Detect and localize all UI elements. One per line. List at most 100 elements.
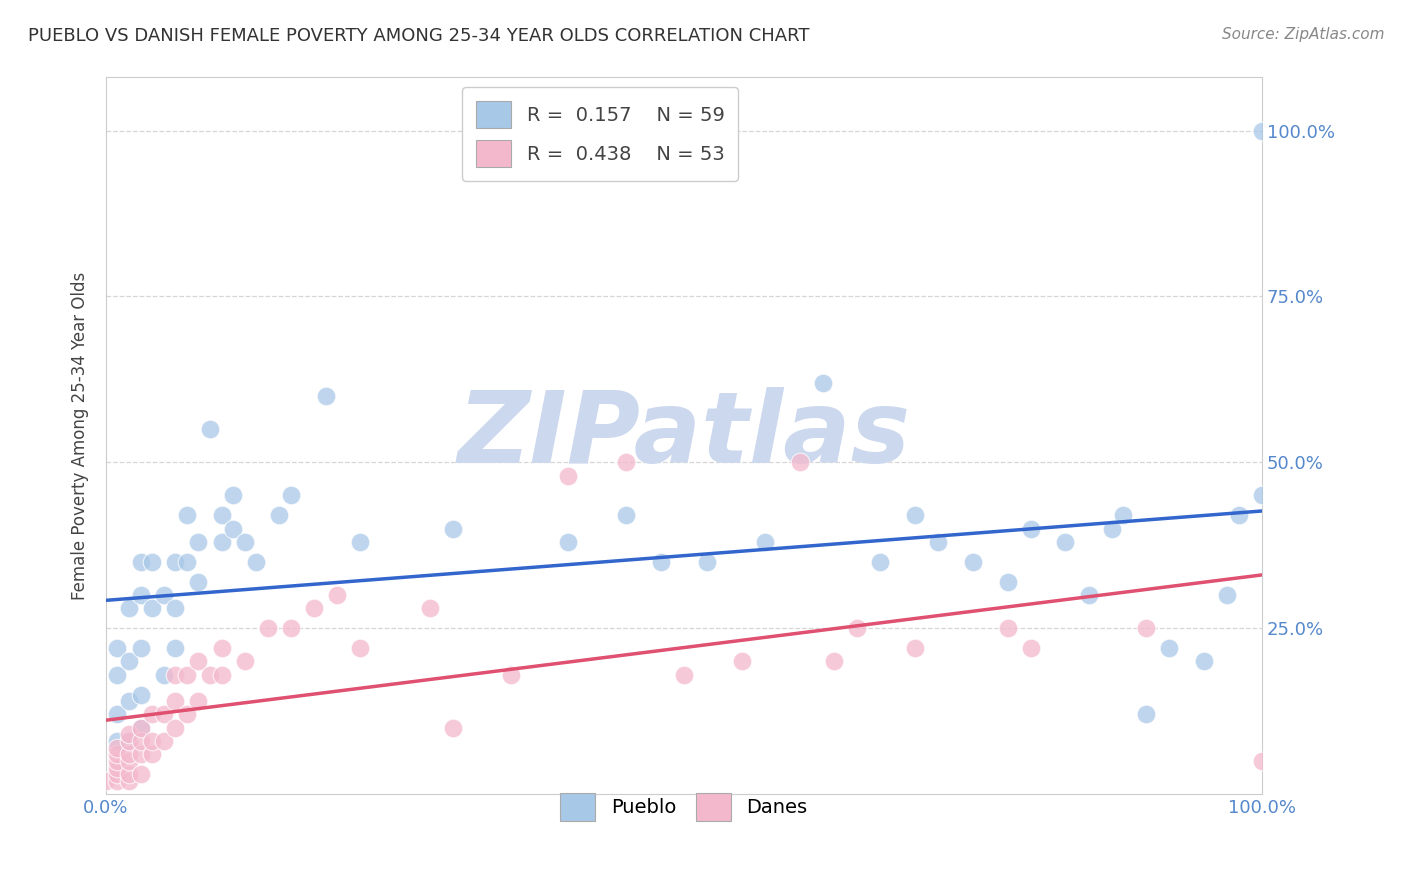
Point xyxy=(1019,522,1042,536)
Point xyxy=(1054,535,1077,549)
Text: Source: ZipAtlas.com: Source: ZipAtlas.com xyxy=(1222,27,1385,42)
Point xyxy=(176,707,198,722)
Point xyxy=(1135,621,1157,635)
Point xyxy=(846,621,869,635)
Point xyxy=(176,555,198,569)
Point xyxy=(141,747,163,762)
Point xyxy=(107,667,129,681)
Point xyxy=(107,754,129,768)
Point xyxy=(152,588,174,602)
Point xyxy=(165,641,187,656)
Point xyxy=(997,574,1019,589)
Point xyxy=(118,767,141,781)
Point xyxy=(222,488,245,502)
Point xyxy=(129,767,152,781)
Point xyxy=(557,535,579,549)
Legend: Pueblo, Danes: Pueblo, Danes xyxy=(547,780,821,835)
Point xyxy=(280,621,302,635)
Point xyxy=(165,667,187,681)
Point xyxy=(997,621,1019,635)
Point xyxy=(118,654,141,668)
Point xyxy=(198,667,221,681)
Point xyxy=(165,694,187,708)
Point xyxy=(441,721,464,735)
Point xyxy=(211,667,233,681)
Point xyxy=(280,488,302,502)
Point xyxy=(1251,488,1274,502)
Point xyxy=(129,555,152,569)
Point xyxy=(419,601,441,615)
Point xyxy=(1251,123,1274,137)
Point xyxy=(1112,508,1135,523)
Point xyxy=(256,621,278,635)
Point xyxy=(118,734,141,748)
Point xyxy=(152,734,174,748)
Point xyxy=(650,555,672,569)
Point xyxy=(118,601,141,615)
Point xyxy=(233,535,256,549)
Point xyxy=(118,694,141,708)
Point xyxy=(1101,522,1123,536)
Point xyxy=(211,535,233,549)
Point xyxy=(1077,588,1099,602)
Point xyxy=(107,767,129,781)
Point xyxy=(129,588,152,602)
Point xyxy=(672,667,695,681)
Point xyxy=(165,721,187,735)
Point xyxy=(315,389,337,403)
Point xyxy=(211,508,233,523)
Point xyxy=(176,508,198,523)
Point xyxy=(927,535,949,549)
Point xyxy=(731,654,754,668)
Point xyxy=(107,641,129,656)
Point xyxy=(118,754,141,768)
Point xyxy=(118,747,141,762)
Point xyxy=(1135,707,1157,722)
Point xyxy=(614,508,637,523)
Point xyxy=(233,654,256,668)
Y-axis label: Female Poverty Among 25-34 Year Olds: Female Poverty Among 25-34 Year Olds xyxy=(72,272,89,599)
Point xyxy=(129,747,152,762)
Point xyxy=(129,721,152,735)
Point xyxy=(107,734,129,748)
Point xyxy=(789,455,811,469)
Point xyxy=(176,667,198,681)
Point xyxy=(557,468,579,483)
Point xyxy=(302,601,325,615)
Point xyxy=(962,555,984,569)
Point xyxy=(326,588,349,602)
Point xyxy=(107,773,129,788)
Point xyxy=(141,601,163,615)
Point xyxy=(222,522,245,536)
Point xyxy=(118,734,141,748)
Point xyxy=(349,641,371,656)
Point xyxy=(94,773,117,788)
Point xyxy=(107,760,129,774)
Point xyxy=(152,707,174,722)
Point xyxy=(754,535,776,549)
Point xyxy=(1159,641,1181,656)
Point xyxy=(904,641,927,656)
Point xyxy=(245,555,267,569)
Point xyxy=(129,688,152,702)
Point xyxy=(187,654,209,668)
Point xyxy=(1216,588,1239,602)
Point xyxy=(441,522,464,536)
Point xyxy=(811,376,834,390)
Point xyxy=(1251,754,1274,768)
Point xyxy=(141,734,163,748)
Point xyxy=(187,694,209,708)
Point xyxy=(129,641,152,656)
Point xyxy=(349,535,371,549)
Point xyxy=(107,707,129,722)
Point xyxy=(198,422,221,436)
Point xyxy=(129,734,152,748)
Point xyxy=(823,654,845,668)
Point xyxy=(118,773,141,788)
Point xyxy=(499,667,522,681)
Point xyxy=(269,508,291,523)
Text: PUEBLO VS DANISH FEMALE POVERTY AMONG 25-34 YEAR OLDS CORRELATION CHART: PUEBLO VS DANISH FEMALE POVERTY AMONG 25… xyxy=(28,27,810,45)
Point xyxy=(152,667,174,681)
Point xyxy=(904,508,927,523)
Point xyxy=(211,641,233,656)
